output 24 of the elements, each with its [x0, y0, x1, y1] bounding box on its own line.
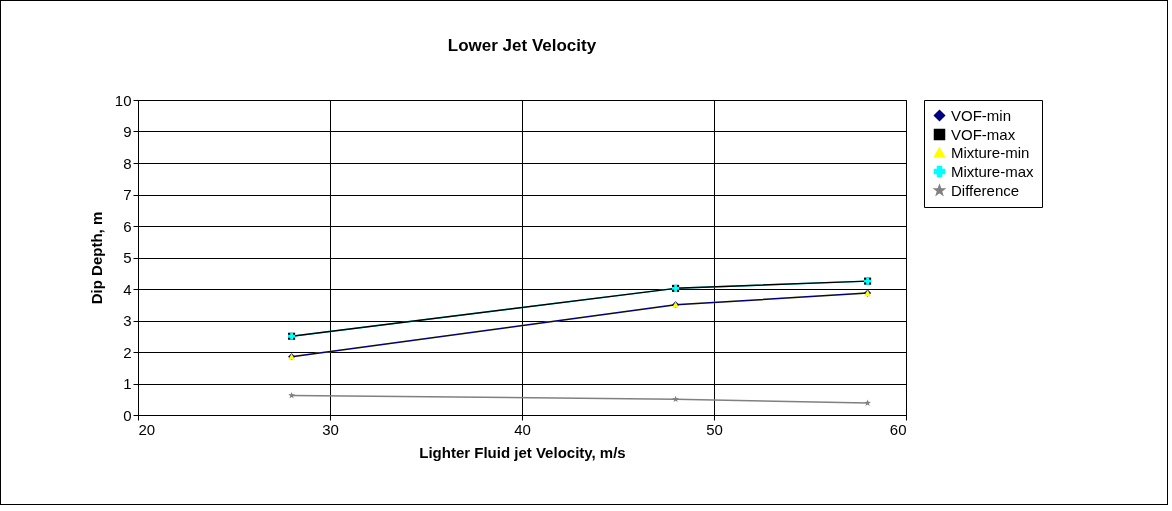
- y-tick-label: 7: [123, 186, 132, 203]
- y-tick-label: 10: [114, 91, 132, 109]
- chart-title: Lower Jet Velocity: [447, 36, 597, 55]
- legend-label: Mixture-min: [951, 143, 1030, 161]
- y-tick-label: 2: [123, 343, 132, 361]
- legend-label: VOF-min: [951, 106, 1011, 124]
- y-tick-label: 5: [123, 249, 132, 266]
- y-tick-label: 0: [123, 406, 132, 424]
- y-tick-label: 4: [123, 280, 132, 298]
- legend-label: Mixture-max: [951, 162, 1035, 180]
- y-tick-label: 8: [123, 154, 132, 172]
- y-tick-label: 1: [123, 375, 132, 392]
- y-tick-label: 9: [123, 123, 132, 140]
- x-tick-label: 60: [889, 420, 907, 438]
- x-tick-label: 50: [706, 420, 723, 438]
- y-tick-label: 6: [123, 217, 132, 235]
- x-axis-title: Lighter Fluid jet Velocity, m/s: [419, 443, 626, 461]
- x-tick-label: 30: [322, 420, 339, 438]
- legend-label: VOF-max: [951, 125, 1016, 143]
- x-tick-label: 20: [138, 420, 156, 438]
- y-tick-label: 3: [123, 312, 132, 329]
- y-axis-title: Dip Depth, m: [87, 211, 105, 305]
- legend-label: Difference: [951, 181, 1020, 199]
- x-tick-label: 40: [514, 420, 531, 438]
